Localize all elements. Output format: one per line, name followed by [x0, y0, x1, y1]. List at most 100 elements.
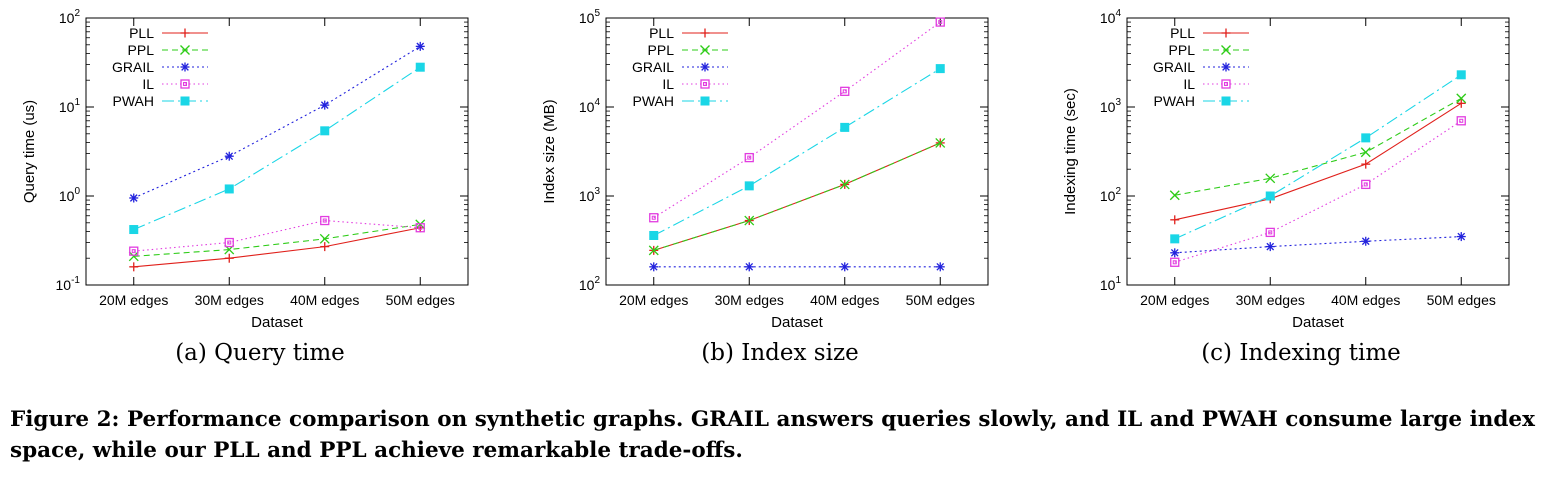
data-point-pwah [649, 230, 659, 240]
series-grail [1170, 232, 1466, 258]
legend-label: IL [662, 76, 674, 92]
data-point-il [1170, 257, 1180, 267]
data-point-il [649, 213, 659, 223]
data-point-il [320, 215, 330, 226]
series-ppl [648, 137, 946, 256]
x-axis-label: Dataset [1292, 314, 1345, 331]
data-point-ppl [319, 233, 330, 244]
data-point-il [1361, 179, 1371, 190]
legend-label: GRAIL [112, 59, 154, 75]
series-line-pwah [653, 68, 941, 236]
subcaption-indexing-time: (c) Indexing time [1201, 340, 1401, 366]
y-tick-label: 102 [579, 275, 601, 293]
legend-marker-pwah [1221, 96, 1231, 106]
series-line-il [1174, 120, 1462, 263]
legend-label: GRAIL [1153, 59, 1195, 75]
data-point-pll [1170, 215, 1180, 225]
x-tick-label: 40M edges [1331, 292, 1400, 308]
series-pwah [649, 64, 945, 240]
legend-marker-ppl [180, 45, 190, 55]
series-line-il [133, 219, 421, 252]
legend-label: PLL [129, 25, 154, 41]
series-line-ppl [133, 223, 421, 257]
data-point-pwah [840, 122, 850, 132]
legend-label: PPL [648, 42, 675, 58]
series-line-pll [653, 142, 941, 251]
legend-marker-il [180, 79, 190, 89]
data-point-grail [1361, 236, 1371, 246]
y-tick-label: 101 [59, 97, 81, 115]
y-tick-label: 101 [1100, 275, 1122, 293]
data-point-il [935, 17, 945, 27]
data-point-il [744, 152, 754, 163]
series-line-pwah [1174, 74, 1462, 240]
data-point-il [129, 246, 139, 256]
legend-label: PPL [128, 42, 155, 58]
data-point-il [840, 86, 850, 96]
x-tick-label: 30M edges [1236, 292, 1305, 308]
x-axis-label: Dataset [771, 314, 824, 331]
series-line-grail [1174, 236, 1462, 254]
series-pwah [129, 62, 425, 235]
series-line-il [653, 21, 941, 219]
data-point-grail [649, 262, 659, 272]
legend-marker-ppl [1221, 45, 1231, 55]
y-tick-label: 105 [579, 8, 601, 26]
data-point-pwah [129, 225, 139, 235]
data-point-grail [415, 41, 425, 51]
data-point-ppl [935, 137, 946, 148]
data-point-il [415, 223, 425, 233]
subcaption-query-time: (a) Query time [175, 340, 345, 366]
data-point-grail [224, 151, 234, 161]
series-il [129, 215, 425, 256]
series-line-ppl [653, 142, 941, 251]
subcaption-index-size: (b) Index size [701, 340, 859, 366]
data-point-grail [935, 262, 945, 272]
legend-label: GRAIL [632, 59, 674, 75]
data-point-pll [129, 262, 139, 272]
x-tick-label: 30M edges [715, 292, 784, 308]
x-tick-label: 20M edges [99, 292, 168, 308]
data-point-ppl [1265, 173, 1276, 184]
y-tick-label: 103 [1100, 97, 1122, 115]
series-ppl [1169, 93, 1467, 201]
data-point-grail [1170, 248, 1180, 258]
legend-label: PPL [1169, 42, 1196, 58]
data-point-pwah [1170, 234, 1180, 244]
query-time-chart: 10-1 100 101 102 20M edges 30M edges 40M edges… [21, 8, 469, 331]
plot-frame [1126, 17, 1510, 286]
data-point-ppl [1360, 147, 1371, 158]
x-tick-label: 50M edges [1427, 292, 1496, 308]
data-point-grail [1456, 232, 1466, 242]
series-pll [129, 223, 425, 272]
figure-caption: Figure 2: Performance comparison on synt… [10, 407, 1535, 463]
data-point-pwah [224, 184, 234, 194]
series-line-ppl [1174, 97, 1462, 196]
series-il [649, 17, 945, 223]
data-point-ppl [1169, 190, 1180, 201]
y-tick-label: 104 [1100, 8, 1122, 26]
series-pwah [1170, 70, 1466, 244]
data-point-pwah [744, 181, 754, 191]
series-line-pwah [133, 66, 421, 231]
data-point-grail [744, 262, 754, 272]
y-tick-label: 103 [579, 186, 601, 204]
data-point-pwah [415, 62, 425, 72]
data-point-ppl [648, 245, 659, 256]
legend-marker-grail [1221, 62, 1231, 72]
data-point-ppl [1456, 93, 1467, 104]
x-tick-label: 40M edges [810, 292, 879, 308]
legend-marker-pll [700, 28, 710, 38]
data-point-ppl [744, 215, 755, 226]
data-point-pll [1456, 98, 1466, 108]
y-axis-label: Query time (us) [21, 100, 38, 203]
chart-panel-index-size: 102 103 104 105 20M edges 30M edges 40M edges 5… [520, 0, 1040, 366]
legend-marker-pll [180, 28, 190, 38]
data-point-pwah [1361, 133, 1371, 143]
legend-label: PWAH [633, 93, 674, 109]
legend-marker-pwah [180, 96, 190, 106]
legend-marker-grail [700, 62, 710, 72]
x-tick-label: 50M edges [386, 292, 455, 308]
